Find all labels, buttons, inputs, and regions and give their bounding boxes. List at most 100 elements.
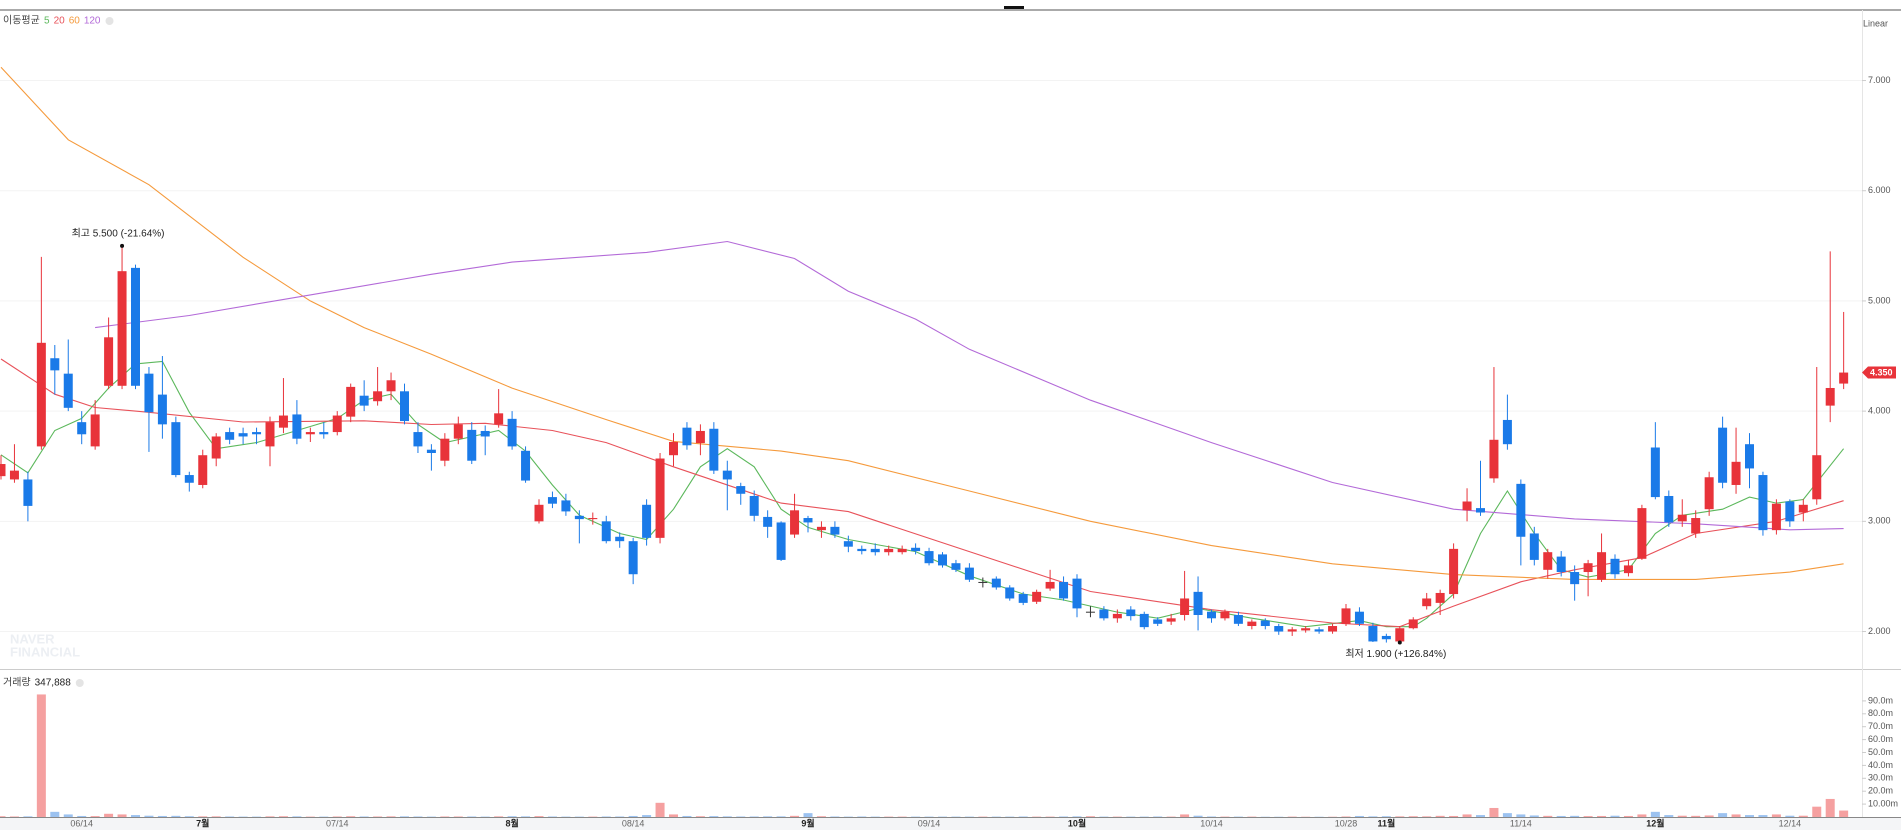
volume-bar <box>50 811 60 817</box>
candle-body <box>1112 613 1122 619</box>
candle-body <box>884 548 894 553</box>
candle-body <box>709 428 719 471</box>
candle-body <box>265 422 275 447</box>
candle-body <box>278 415 288 428</box>
volume-y-tick-label: 20.0m <box>1868 786 1893 796</box>
candle-body <box>1153 619 1163 624</box>
x-tick-label: 8월 <box>505 817 518 828</box>
resize-handle[interactable] <box>1004 6 1024 9</box>
candle-body <box>534 504 544 522</box>
candle-body <box>1274 626 1284 632</box>
volume-bar <box>1664 815 1674 817</box>
volume-bar <box>1476 815 1485 817</box>
candle-body <box>467 429 477 461</box>
volume-bar <box>722 816 732 817</box>
candle-body <box>1395 628 1405 642</box>
candle-body <box>561 500 571 512</box>
legend-entry: 20 <box>54 16 66 27</box>
candle-body <box>1287 629 1297 632</box>
volume-bar <box>1381 816 1391 817</box>
candle-body <box>1099 609 1109 619</box>
candle-body <box>763 516 773 527</box>
volume-bar <box>225 816 235 817</box>
scale-label[interactable]: Linear <box>1863 18 1888 28</box>
volume-bar <box>332 816 342 817</box>
candle-body <box>1368 626 1378 642</box>
volume-bar <box>1489 807 1499 817</box>
candle-body <box>1650 447 1660 498</box>
candle-body <box>1623 565 1633 574</box>
legend-close[interactable] <box>105 17 114 25</box>
volume-bar <box>1812 806 1822 817</box>
candle-body <box>938 554 947 566</box>
candle-body <box>1812 455 1822 500</box>
volume-bar <box>63 814 73 817</box>
volume-close[interactable] <box>75 679 84 687</box>
volume-bar <box>77 815 87 817</box>
volume-bar <box>857 816 867 817</box>
candle-body <box>1005 587 1015 599</box>
volume-bar <box>669 814 678 817</box>
candle-body <box>1556 556 1566 573</box>
candle-body <box>252 432 262 435</box>
volume-bar <box>601 816 611 817</box>
candle-body <box>1449 548 1459 595</box>
candle-body <box>184 475 194 483</box>
candle-body <box>77 422 87 435</box>
volume-bar <box>1059 816 1069 817</box>
volume-bar <box>1825 798 1835 817</box>
candle-body <box>319 432 329 435</box>
volume-bar <box>1018 816 1028 817</box>
volume-bar <box>373 816 383 817</box>
moving-average-line <box>0 66 1844 580</box>
candle-body <box>857 548 867 552</box>
candle-body <box>63 373 73 408</box>
candle-body <box>1328 626 1338 632</box>
candle-body <box>1583 563 1593 573</box>
volume-bar <box>1691 815 1701 817</box>
candle-body <box>843 541 853 547</box>
volume-bar <box>1570 815 1580 817</box>
candle-body <box>1543 552 1553 570</box>
candle-body <box>1731 461 1741 485</box>
candle-body <box>1570 572 1580 585</box>
candle-body <box>104 337 114 386</box>
volume-bar <box>1839 810 1849 817</box>
candle-body <box>211 436 221 459</box>
volume-header: 거래량 347,888 <box>3 677 84 689</box>
y-tick-label: 4.000 <box>1868 406 1891 416</box>
candle-body <box>1422 598 1432 607</box>
volume-bar <box>1435 815 1445 817</box>
volume-bar <box>1072 816 1082 817</box>
volume-bar <box>1758 815 1768 817</box>
candle-body <box>440 438 450 461</box>
volume-bar <box>709 816 719 817</box>
candle-body <box>413 432 423 447</box>
x-tick-label: 7월 <box>196 817 209 828</box>
candle-body <box>991 578 1001 588</box>
volume-bar <box>90 816 100 817</box>
volume-bar <box>400 816 409 817</box>
volume-bar <box>1556 815 1566 817</box>
candle-body <box>1408 619 1418 629</box>
candle-body <box>50 358 60 371</box>
candle-body <box>615 536 625 542</box>
volume-y-tick-label: 70.0m <box>1868 721 1893 731</box>
volume-bar <box>144 815 154 817</box>
legend: 이동평균 5 20 60 120 <box>3 15 114 27</box>
volume-bar <box>36 694 46 817</box>
candle-body <box>171 422 181 476</box>
volume-bar <box>790 815 800 817</box>
volume-bar <box>521 816 531 817</box>
candle-body <box>36 342 46 447</box>
volume-bar <box>0 816 6 817</box>
volume-bar <box>1529 815 1539 817</box>
volume-y-tick-label: 40.0m <box>1868 760 1893 770</box>
volume-bar <box>198 816 208 817</box>
volume-bar <box>1718 813 1728 817</box>
volume-bar <box>655 802 665 817</box>
volume-bar <box>1731 814 1741 817</box>
candle-body <box>964 567 974 580</box>
date-axis-band <box>0 817 1901 830</box>
candle-body <box>816 526 826 531</box>
